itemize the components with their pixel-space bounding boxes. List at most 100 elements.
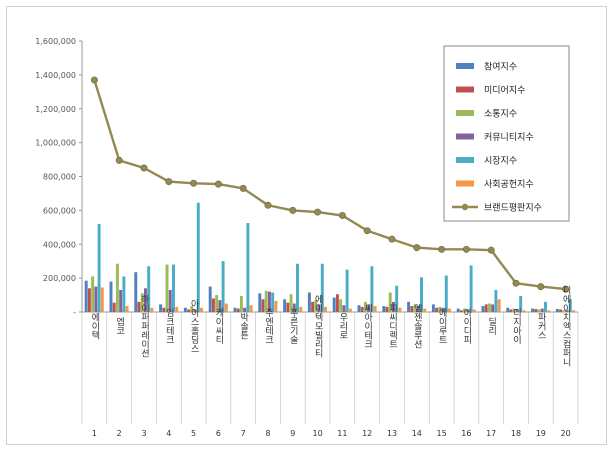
bar-소통지수 [190, 306, 194, 312]
rank-label: 1 [92, 429, 97, 438]
category-label: 엡코 [114, 316, 124, 335]
bar-시장지수 [221, 261, 225, 312]
bar-미디어지수 [162, 307, 166, 312]
category-label: 주엔테크 [263, 308, 273, 344]
bar-소통지수 [339, 299, 343, 312]
bar-시장지수 [296, 263, 299, 312]
bar-시장지수 [494, 289, 498, 312]
legend-label: 브랜드평판지수 [484, 203, 542, 214]
bar-커뮤니티지수 [243, 307, 247, 312]
bar-미디어지수 [137, 301, 141, 312]
bar-시장지수 [469, 265, 473, 312]
y-tick-label: 400,000 [43, 240, 76, 249]
bar-시장지수 [420, 277, 423, 312]
rank-label: 10 [313, 429, 323, 438]
bar-시장지수 [444, 275, 448, 312]
bar-소통지수 [289, 294, 293, 312]
bar-참여지수 [357, 305, 361, 312]
category-label: 피씨디렉트 [387, 303, 397, 348]
bar-미디어지수 [410, 306, 414, 312]
bar-사회공헌지수 [224, 303, 228, 312]
bar-커뮤니티지수 [119, 289, 123, 312]
bar-시장지수 [320, 263, 324, 312]
category-label: 엠젠솔루션 [412, 302, 422, 348]
point-브랜드평판지수 [165, 178, 173, 186]
bar-소통지수 [115, 263, 119, 312]
point-브랜드평판지수 [289, 206, 297, 214]
rank-label: 5 [191, 429, 196, 438]
point-브랜드평판지수 [90, 76, 98, 84]
bar-미디어지수 [236, 308, 240, 312]
bar-소통지수 [487, 303, 491, 312]
rank-label: 3 [141, 429, 146, 438]
y-tick-label: 200,000 [43, 274, 76, 283]
bar-커뮤니티지수 [218, 300, 222, 312]
bar-참여지수 [456, 308, 460, 312]
rank-label: 4 [166, 429, 171, 438]
y-tick-label: 1,600,000 [35, 37, 76, 46]
bar-시장지수 [147, 266, 151, 312]
legend-swatch [456, 110, 474, 116]
point-브랜드평판지수 [140, 164, 148, 172]
bar-미디어지수 [360, 306, 364, 312]
legend-label: 시장지수 [484, 156, 517, 167]
rank-label: 17 [486, 429, 496, 438]
category-label: 박솔튼 [238, 312, 248, 339]
bar-소통지수 [463, 308, 467, 312]
bar-사회공헌지수 [472, 309, 476, 312]
bar-커뮤니티지수 [565, 310, 569, 312]
bar-사회공헌지수 [100, 287, 104, 312]
bar-미디어지수 [112, 302, 116, 312]
bar-커뮤니티지수 [367, 304, 371, 312]
bar-사회공헌지수 [348, 308, 352, 312]
bar-참여지수 [431, 304, 435, 312]
bar-시장지수 [97, 223, 101, 312]
legend-swatch-point [461, 203, 469, 211]
bar-미디어지수 [534, 308, 538, 312]
bar-참여지수 [159, 304, 163, 312]
bar-시장지수 [122, 276, 126, 312]
bar-시장지수 [519, 295, 523, 312]
bar-커뮤니티지수 [491, 304, 495, 312]
bar-커뮤니티지수 [516, 309, 519, 312]
point-브랜드평판지수 [264, 201, 272, 209]
bar-소통지수 [239, 295, 243, 312]
bar-시장지수 [345, 269, 349, 312]
bar-소통지수 [363, 301, 367, 312]
legend-label: 미디어지수 [484, 85, 525, 96]
category-label: 파커스 [536, 312, 546, 339]
rank-label: 12 [362, 429, 372, 438]
bar-참여지수 [382, 306, 386, 312]
bar-커뮤니티지수 [193, 309, 197, 312]
bar-커뮤니티지수 [292, 303, 296, 312]
point-브랜드평판지수 [239, 184, 247, 192]
bar-커뮤니티지수 [540, 308, 544, 312]
bar-사회공헌지수 [200, 307, 203, 312]
bar-커뮤니티지수 [441, 307, 445, 312]
rank-label: 7 [241, 429, 246, 438]
bar-커뮤니티지수 [342, 305, 346, 312]
bar-참여지수 [233, 307, 237, 312]
y-tick-label: 1,200,000 [35, 105, 76, 114]
rank-label: 14 [412, 429, 422, 438]
rank-label: 2 [117, 429, 122, 438]
bar-미디어지수 [484, 304, 488, 312]
bar-참여지수 [109, 281, 113, 312]
bar-사회공헌지수 [398, 307, 402, 312]
category-label: 에이텍 [89, 312, 99, 340]
point-브랜드평판지수 [190, 179, 198, 187]
category-label: 에이텍모빌리티 [313, 294, 323, 358]
rank-label: 18 [511, 429, 521, 438]
bar-시장지수 [271, 292, 275, 312]
bar-소통지수 [512, 308, 516, 312]
bar-커뮤니티지수 [268, 291, 271, 312]
bar-미디어지수 [311, 301, 315, 312]
point-브랜드평판지수 [314, 208, 322, 216]
bar-시장지수 [172, 264, 175, 312]
bar-참여지수 [307, 292, 311, 312]
category-label: 아이스홀딩스 [189, 299, 199, 353]
category-label: 케이씨티 [213, 308, 223, 345]
rank-label: 15 [437, 429, 447, 438]
y-tick-label: 1,400,000 [35, 71, 76, 80]
bar-사회공헌지수 [522, 310, 526, 312]
